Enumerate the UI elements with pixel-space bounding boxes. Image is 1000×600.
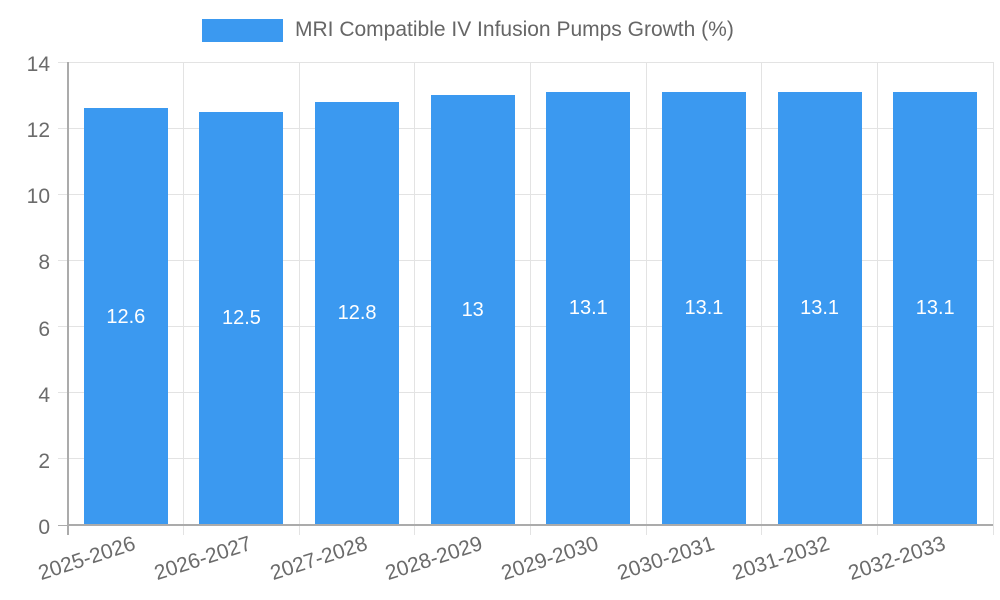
legend-label: MRI Compatible IV Infusion Pumps Growth … — [295, 18, 734, 41]
y-tick-mark — [58, 326, 68, 328]
x-tick-label: 2026-2027 — [151, 532, 255, 585]
y-tick-label: 14 — [26, 53, 50, 76]
bar-2031-2032[interactable] — [777, 91, 862, 525]
bar-2032-2033[interactable] — [893, 91, 978, 525]
y-tick-label: 2 — [38, 449, 50, 473]
bar-2029-2030[interactable] — [546, 91, 631, 525]
y-tick-label: 0 — [38, 516, 50, 539]
x-tick-label: 2032-2033 — [845, 532, 948, 585]
bar-value-label: 12.6 — [106, 305, 146, 328]
chart-legend[interactable]: MRI Compatible IV Infusion Pumps Growth … — [202, 16, 734, 44]
x-gridline — [298, 62, 300, 535]
legend-swatch-icon — [202, 18, 283, 42]
x-tick-label: 2028-2029 — [382, 532, 486, 585]
y-tick-mark — [58, 392, 68, 394]
x-gridline — [645, 62, 647, 535]
x-tick-label: 2031-2032 — [729, 532, 833, 585]
x-axis — [68, 524, 993, 526]
x-gridline — [530, 62, 531, 535]
y-tick-mark — [58, 524, 68, 526]
bar-value-label: 13 — [461, 299, 484, 322]
x-gridline — [992, 62, 994, 535]
y-tick-label: 10 — [26, 185, 50, 209]
bar-2028-2029[interactable] — [430, 95, 515, 525]
x-gridline — [414, 62, 416, 535]
bar-value-label: 13.1 — [800, 297, 840, 320]
bar-value-label: 12.8 — [337, 302, 377, 325]
y-tick-label: 8 — [38, 251, 50, 275]
x-tick-label: 2027-2028 — [267, 532, 370, 585]
bar-2030-2031[interactable] — [661, 91, 746, 525]
bar-2027-2028[interactable] — [315, 101, 400, 525]
y-tick-mark — [58, 127, 68, 129]
bar-value-label: 12.5 — [221, 307, 261, 330]
x-tick-label: 2030-2031 — [614, 532, 717, 585]
x-gridline — [876, 62, 878, 535]
y-tick-label: 6 — [38, 317, 50, 341]
y-tick-mark — [58, 193, 68, 195]
x-gridline — [183, 62, 185, 535]
x-gridline — [761, 62, 763, 535]
bar-value-label: 13.1 — [915, 297, 955, 320]
bar-value-label: 13.1 — [568, 297, 608, 320]
x-tick-label: 2025-2026 — [35, 532, 139, 585]
bar-2025-2026[interactable] — [83, 108, 168, 525]
y-tick-label: 4 — [38, 383, 50, 407]
y-tick-label: 12 — [26, 119, 50, 143]
y-axis — [67, 62, 69, 535]
y-tick-mark — [58, 61, 68, 63]
x-tick-label: 2029-2030 — [498, 532, 602, 585]
y-tick-mark — [58, 458, 68, 460]
bar-2026-2027[interactable] — [199, 111, 284, 525]
bar-value-label: 13.1 — [684, 297, 724, 320]
y-tick-mark — [58, 259, 68, 261]
